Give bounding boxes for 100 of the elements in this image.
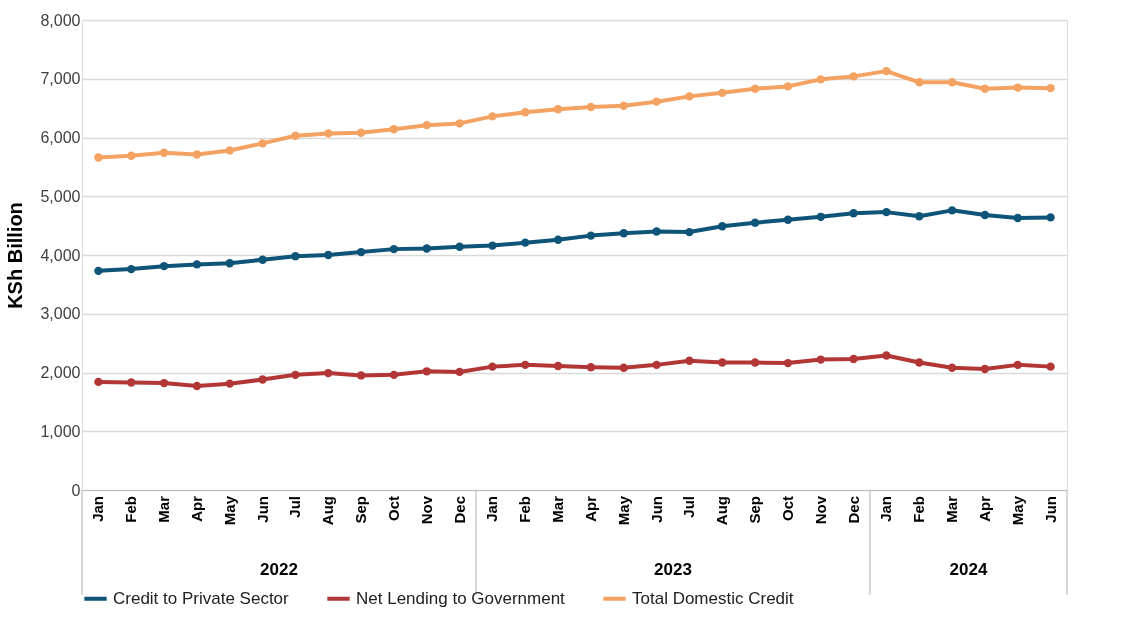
point <box>619 229 628 238</box>
x-tick-label: May <box>614 495 632 526</box>
point <box>849 354 858 364</box>
text: 2022 <box>260 560 298 579</box>
x-tick-label: Sep <box>352 496 370 524</box>
y-tick-label: 7,000 <box>40 70 81 88</box>
point <box>521 360 530 370</box>
point <box>521 108 530 117</box>
point <box>225 379 234 388</box>
y-tick-label: 5,000 <box>40 187 81 205</box>
point <box>94 153 103 162</box>
point <box>356 128 366 137</box>
point <box>1013 213 1022 223</box>
x-tick-label: Mar <box>943 495 961 523</box>
point <box>718 88 727 98</box>
point <box>324 368 333 378</box>
y-tick-label: 3,000 <box>40 305 81 323</box>
point <box>816 355 825 364</box>
point <box>389 370 399 380</box>
legend-label: Credit to Private Sector <box>113 588 290 608</box>
point <box>947 206 957 215</box>
point <box>291 252 300 261</box>
point <box>882 207 891 217</box>
x-tick-label: May <box>1008 495 1026 526</box>
x-tick-label: Jul <box>286 496 304 518</box>
x-tick-label: Mar <box>549 495 567 523</box>
point <box>422 120 431 130</box>
point <box>159 378 169 388</box>
point <box>553 235 563 244</box>
point <box>324 250 333 260</box>
legend-label: Net Lending to Government <box>356 588 566 608</box>
point <box>1046 213 1055 222</box>
point <box>521 238 530 247</box>
x-tick-label: Aug <box>319 496 337 526</box>
text: 2023 <box>654 560 692 579</box>
x-tick-label: Dec <box>450 496 468 524</box>
point <box>258 375 267 384</box>
x-tick-label: Apr <box>581 495 599 522</box>
x-tick-label: Mar <box>155 495 173 523</box>
point <box>488 241 497 250</box>
x-tick-label: Aug <box>713 496 731 526</box>
point <box>258 139 267 148</box>
y-tick-label: 6,000 <box>40 129 81 146</box>
point <box>127 378 136 387</box>
point <box>291 131 300 140</box>
point <box>750 358 760 367</box>
point <box>422 244 431 253</box>
point <box>652 227 661 236</box>
point <box>816 212 825 221</box>
y-axis-title: KSh Billion <box>4 202 27 309</box>
x-tick-label: Jun <box>647 496 665 523</box>
x-tick-label: Nov <box>811 495 829 525</box>
point <box>324 129 333 138</box>
point <box>652 97 661 106</box>
point <box>488 112 497 121</box>
point <box>159 148 169 157</box>
point <box>750 84 760 93</box>
point <box>980 210 990 220</box>
x-tick-label: Jan <box>483 496 501 522</box>
point <box>750 218 760 227</box>
point <box>192 260 202 269</box>
point <box>586 363 596 372</box>
point <box>488 362 497 371</box>
point <box>455 242 464 251</box>
x-tick-label: Oct <box>384 496 402 522</box>
point <box>258 255 267 264</box>
x-tick-label: Apr <box>975 495 993 522</box>
y-tick-label: 8,000 <box>40 11 81 29</box>
y-tick-label: 0 <box>71 481 81 499</box>
x-tick-label: Jul <box>680 496 698 518</box>
point <box>356 247 366 257</box>
x-tick-label: Nov <box>417 495 435 525</box>
point <box>718 358 727 367</box>
point <box>291 370 300 380</box>
x-tick-label: Sep <box>746 496 764 524</box>
point <box>586 102 596 112</box>
point <box>980 84 990 93</box>
point <box>783 215 793 224</box>
point <box>947 78 957 87</box>
point <box>1046 362 1055 371</box>
point <box>783 82 793 91</box>
x-tick-label: Oct <box>778 496 796 522</box>
point <box>947 363 957 372</box>
x-tick-label: Jan <box>877 496 895 522</box>
point <box>455 119 464 128</box>
legend-label: Total Domestic Credit <box>632 588 794 608</box>
point <box>849 72 858 81</box>
point <box>192 150 202 159</box>
x-tick-label: Feb <box>910 496 928 523</box>
point <box>685 227 694 237</box>
point <box>915 212 924 221</box>
point <box>849 209 858 218</box>
point <box>718 222 727 231</box>
x-tick-label: Feb <box>122 496 140 523</box>
y-tick-label: 2,000 <box>40 364 81 381</box>
point <box>389 125 399 134</box>
point <box>553 105 563 114</box>
point <box>159 261 169 271</box>
point <box>685 92 694 101</box>
x-tick-label: Dec <box>844 496 862 524</box>
